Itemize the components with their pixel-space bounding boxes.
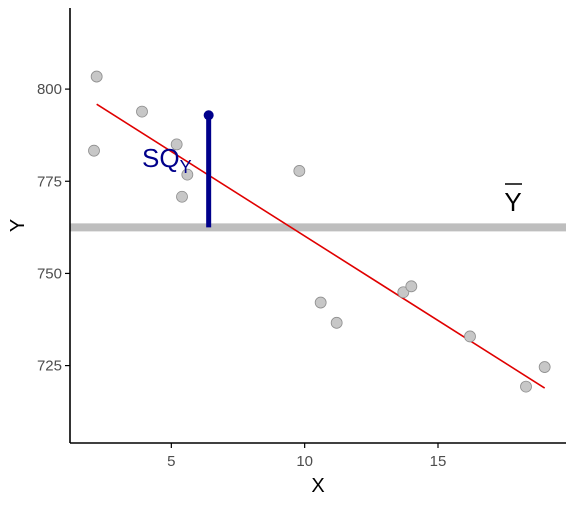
y-tick-label: 725 (37, 358, 62, 375)
data-point-7 (293, 165, 306, 177)
data-point-12 (464, 330, 476, 343)
data-point-9 (330, 316, 343, 329)
x-axis-ticks: 5 10 15 (167, 443, 446, 470)
data-point-13 (520, 380, 532, 393)
data-point-3 (136, 105, 148, 118)
sq-annotation-main: SQ (142, 143, 180, 173)
data-point-8 (314, 296, 327, 309)
data-point-10 (397, 286, 410, 299)
data-point-11 (405, 280, 418, 293)
mean-y-annotation: Y (504, 183, 522, 217)
data-point-6 (181, 168, 194, 181)
sq-annotation-subscript: Y (180, 157, 192, 177)
x-axis-label: X (311, 475, 324, 497)
axes: 5 10 15 725 750 775 800 (37, 8, 566, 470)
x-tick-label: 10 (296, 453, 313, 470)
data-point-4 (170, 138, 183, 151)
y-tick-label: 750 (37, 265, 62, 282)
data-point-2 (90, 70, 103, 83)
y-tick-label: 800 (37, 81, 62, 98)
data-point-14 (538, 361, 551, 373)
sq-annotation: SQY (142, 143, 192, 177)
y-axis-ticks: 725 750 775 800 (37, 81, 70, 375)
y-axis-label: Y (7, 219, 29, 232)
highlight-point (203, 110, 214, 121)
x-tick-label: 15 (430, 453, 447, 470)
x-tick-label: 5 (167, 453, 175, 470)
mean-y-label: Y (504, 187, 521, 217)
data-point-1 (88, 144, 100, 157)
chart-marks (70, 70, 566, 393)
data-point-5 (176, 190, 188, 203)
y-tick-label: 775 (37, 173, 62, 190)
